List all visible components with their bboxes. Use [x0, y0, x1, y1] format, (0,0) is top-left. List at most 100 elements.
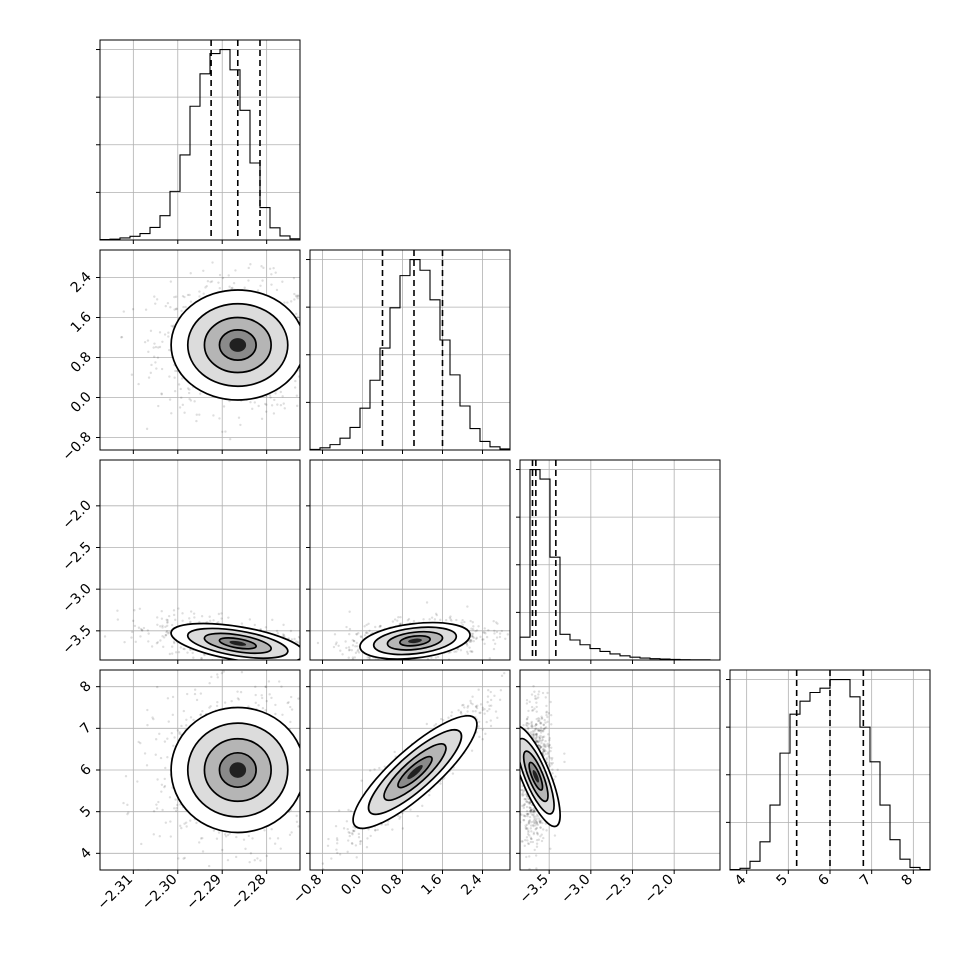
sample-point	[221, 848, 224, 852]
sample-point	[166, 618, 169, 622]
sample-point	[251, 407, 254, 411]
sample-point	[350, 831, 354, 835]
sample-point	[116, 618, 120, 621]
sample-point	[471, 702, 474, 706]
sample-point	[306, 657, 308, 659]
sample-point	[271, 618, 274, 622]
scatter-panel-1-3	[310, 670, 510, 870]
sample-point	[306, 665, 308, 667]
sample-point	[218, 417, 221, 420]
sample-point	[236, 697, 240, 700]
sample-point	[179, 646, 182, 649]
contour-line	[170, 289, 300, 401]
sample-point	[228, 285, 231, 288]
sample-point	[403, 662, 405, 664]
sample-point	[202, 269, 205, 272]
sample-point	[523, 798, 526, 801]
sample-point	[297, 375, 300, 378]
sample-point	[345, 625, 348, 629]
sample-point	[217, 620, 220, 624]
sample-point	[195, 456, 197, 458]
sample-point	[354, 844, 358, 847]
sample-point	[203, 653, 206, 657]
sample-point	[281, 713, 284, 716]
sample-point	[334, 643, 338, 646]
sample-point	[178, 406, 182, 409]
sample-point	[155, 807, 159, 810]
sample-point	[421, 804, 424, 808]
sample-point	[147, 632, 150, 635]
sample-point	[530, 809, 533, 812]
sample-point	[154, 738, 158, 741]
sample-point	[333, 633, 337, 636]
sample-point	[183, 856, 186, 860]
sample-point	[483, 712, 486, 715]
sample-point	[254, 660, 256, 662]
sample-point	[207, 864, 211, 868]
sample-point	[529, 827, 533, 830]
sample-point	[545, 710, 548, 713]
sample-point	[484, 732, 487, 736]
sample-point	[301, 643, 303, 645]
sample-point	[283, 407, 286, 410]
sample-point	[538, 735, 541, 739]
contour-line	[218, 637, 257, 650]
sample-point	[563, 752, 566, 755]
sample-point	[157, 800, 160, 804]
sample-point	[545, 704, 548, 708]
sample-point	[163, 785, 166, 789]
sample-point	[396, 814, 400, 817]
sample-point	[351, 842, 354, 845]
sample-point	[296, 315, 299, 318]
sample-point	[149, 329, 153, 333]
sample-point	[259, 859, 262, 862]
sample-point	[478, 735, 481, 739]
sample-point	[155, 298, 159, 301]
sample-point	[177, 651, 181, 654]
sample-point	[234, 855, 238, 859]
sample-point	[260, 694, 263, 697]
sample-point	[275, 288, 279, 292]
sample-point	[368, 769, 372, 772]
contour-line	[397, 755, 433, 789]
sample-point	[157, 404, 160, 408]
sample-point	[307, 333, 309, 335]
sample-point	[216, 676, 219, 679]
sample-point	[483, 627, 486, 630]
sample-point	[120, 335, 124, 339]
sample-point	[137, 382, 140, 386]
sample-point	[161, 624, 164, 627]
sample-point	[218, 286, 221, 290]
sample-point	[300, 788, 302, 790]
sample-point	[470, 632, 473, 635]
sample-point	[103, 635, 107, 638]
sample-point	[122, 801, 125, 805]
sample-point	[393, 750, 396, 754]
sample-point	[227, 274, 230, 277]
sample-point	[535, 831, 539, 834]
sample-point	[539, 826, 542, 829]
sample-point	[483, 631, 486, 634]
sample-point	[488, 704, 491, 707]
sample-point	[495, 630, 499, 634]
sample-point	[481, 738, 484, 741]
sample-point	[160, 783, 164, 786]
sample-point	[303, 635, 305, 637]
sample-point	[540, 729, 543, 732]
sample-point	[492, 638, 495, 642]
sample-point	[525, 718, 529, 721]
sample-point	[212, 829, 216, 832]
sample-point	[172, 609, 176, 612]
sample-point	[250, 662, 252, 664]
sample-point	[303, 310, 305, 312]
sample-point	[150, 645, 154, 648]
sample-point	[281, 395, 284, 398]
sample-point	[368, 662, 370, 664]
sample-point	[206, 279, 210, 283]
sample-point	[520, 788, 523, 792]
sample-point	[347, 663, 349, 665]
sample-point	[489, 704, 493, 707]
sample-point	[189, 819, 192, 822]
sample-point	[140, 842, 143, 846]
sample-point	[526, 812, 530, 816]
